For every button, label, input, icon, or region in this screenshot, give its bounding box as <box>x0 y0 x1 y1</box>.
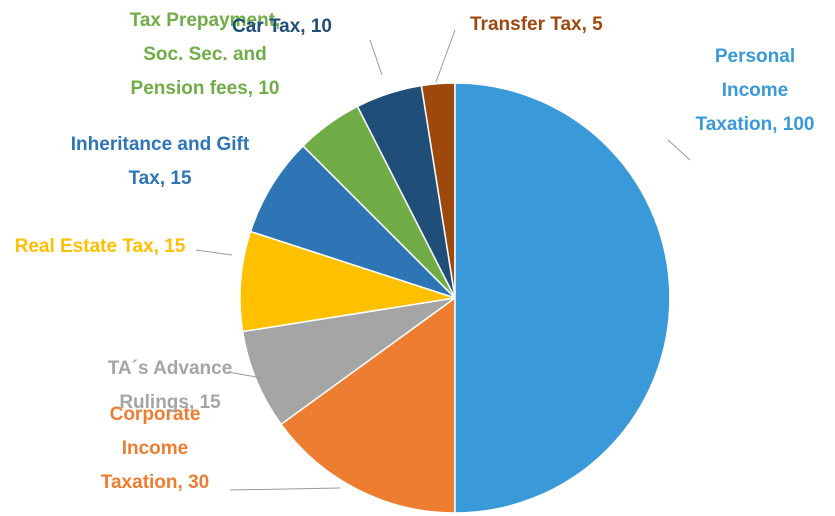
data-label: Real Estate Tax, 15 <box>14 236 186 257</box>
pie-slice <box>454 82 671 514</box>
data-label: Transfer Tax, 5 <box>470 14 603 35</box>
pie-slice <box>249 144 456 299</box>
leader-line <box>435 29 456 83</box>
leader-line <box>369 39 383 76</box>
pie-slice <box>280 296 456 514</box>
data-label: Corporate Income Taxation, 30 <box>100 404 210 493</box>
data-label: TA´s Advance Rulings, 15 <box>107 358 233 413</box>
data-label: Inheritance and Gift Tax, 15 <box>70 134 250 189</box>
pie-slice <box>241 297 456 426</box>
leader-line <box>229 487 341 491</box>
leader-line <box>227 371 263 379</box>
data-label: Car Tax, 10 <box>232 16 332 37</box>
leader-line <box>195 249 233 256</box>
data-label: Personal Income Taxation, 100 <box>695 46 815 135</box>
data-label: Tax Prepayment, Soc. Sec. and Pension fe… <box>129 10 281 99</box>
pie-slice <box>239 230 456 333</box>
leader-line <box>667 139 691 161</box>
